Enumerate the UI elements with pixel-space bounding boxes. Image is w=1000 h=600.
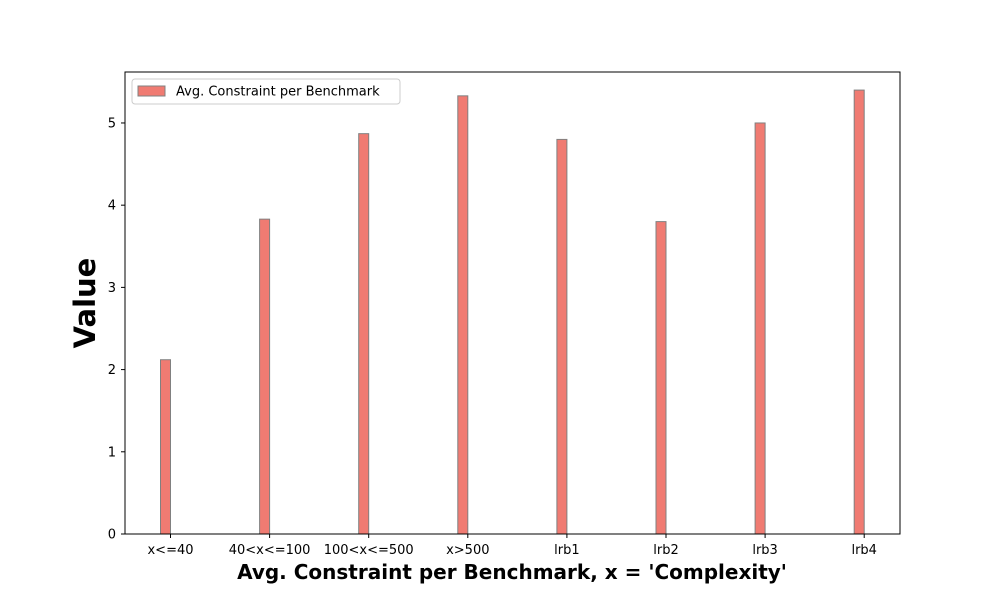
bar-7 [853, 89, 865, 535]
bar-0 [160, 359, 171, 535]
y-tick-label: 3 [108, 281, 116, 296]
bar-5 [655, 221, 667, 535]
x-tick-label: 40<x<=100 [229, 543, 311, 558]
legend-box [131, 78, 401, 105]
x-tick-label: lrb1 [554, 543, 579, 558]
legend-swatch [137, 85, 166, 97]
y-axis: 0 1 2 3 4 5 [108, 116, 125, 543]
x-axis: x<=40 40<x<=100 100<x<=500 x>500 lrb1 lrb2 lrb… [147, 534, 877, 558]
x-tick-label: lrb3 [752, 543, 777, 558]
bar-3 [457, 95, 469, 535]
x-axis-title: Avg. Constraint per Benchmark, x = 'Comp… [237, 560, 787, 584]
legend: Avg. Constraint per Benchmark [131, 78, 401, 105]
y-tick-label: 4 [108, 199, 116, 214]
y-tick-label: 5 [108, 116, 116, 131]
bars-layer [160, 89, 865, 535]
y-axis-title: Value [68, 258, 102, 349]
x-tick-label: x>500 [446, 543, 489, 558]
x-tick-label: x<=40 [147, 543, 193, 558]
y-tick-label: 0 [108, 528, 116, 543]
bar-1 [259, 218, 271, 535]
x-tick-label: lrb4 [851, 543, 876, 558]
bar-4 [556, 138, 568, 535]
x-tick-label: 100<x<=500 [324, 543, 414, 558]
y-tick-label: 2 [108, 363, 116, 378]
legend-label: Avg. Constraint per Benchmark [176, 85, 380, 100]
bar-2 [358, 133, 370, 535]
y-tick-label: 1 [108, 445, 116, 460]
plot-frame [124, 71, 901, 535]
bar-6 [754, 122, 766, 535]
x-tick-label: lrb2 [653, 543, 678, 558]
